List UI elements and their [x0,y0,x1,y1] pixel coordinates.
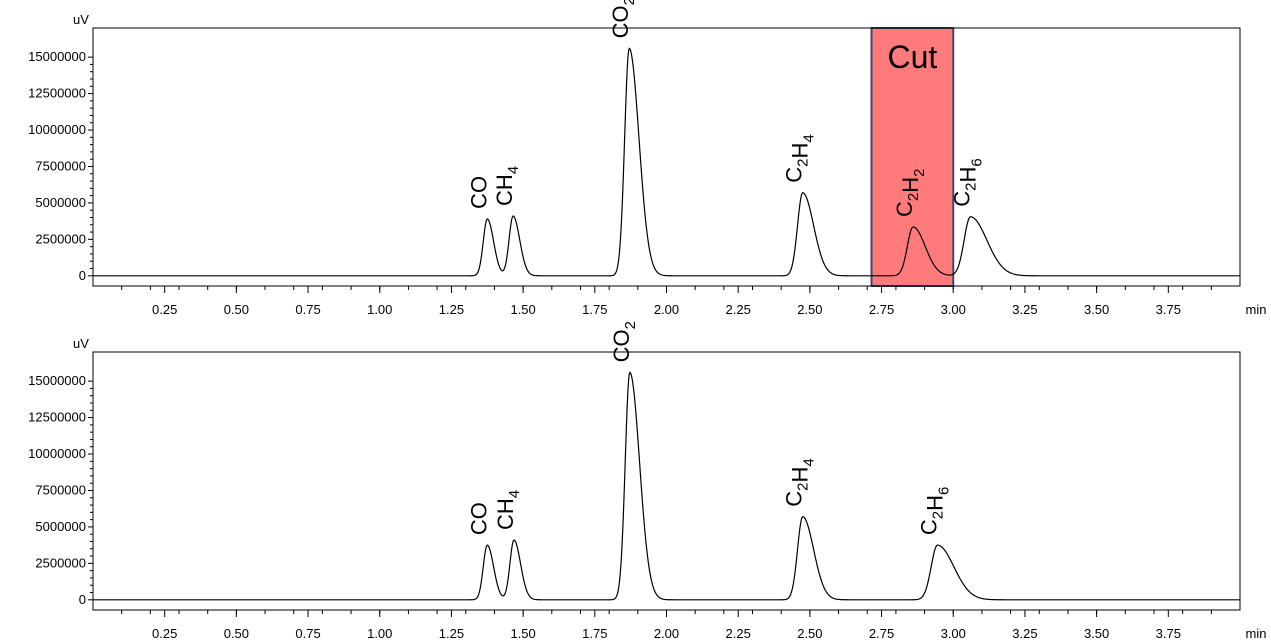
x-tick-label: 0.25 [152,626,177,638]
x-tick-label: 0.50 [224,302,249,317]
y-tick-label: 7500000 [35,482,86,497]
x-tick-label: 1.00 [367,626,392,638]
y-tick-label: 5000000 [35,519,86,534]
peak-label-text: H [922,495,947,511]
peak-label-C2H2: C2H2 [892,168,928,216]
x-tick-label: 3.25 [1012,302,1037,317]
peak-label-subscript: 2 [929,511,946,519]
peak-label-CO2: CO2 [608,0,638,38]
y-tick-label: 15000000 [28,373,86,388]
x-tick-label: 2.00 [654,626,679,638]
x-tick-label: 1.75 [582,302,607,317]
y-tick-label: 2500000 [35,555,86,570]
peak-label-text: CO [608,5,633,38]
peak-label-CO2: CO2 [609,321,639,362]
peak-label-text: C [782,167,807,183]
peak-label-text: H [788,143,813,159]
x-tick-label: 1.75 [582,626,607,638]
chromatogram-bottom: 0 2500000 5000000 7500000 10000000 12500000 15… [28,321,1267,641]
chromatogram-top: Cut 0 2500000 5000000 7500000 10000000 1250000… [28,0,1266,317]
plot-frame [92,351,1241,611]
cut-label: Cut [887,39,937,75]
x-tick-label: 2.50 [797,626,822,638]
chromatogram-trace [93,371,1240,601]
x-tick-label: 3.25 [1012,626,1037,638]
x-tick-label: 2.75 [869,626,894,638]
x-tick-label: 3.00 [941,626,966,638]
y-tick-label: 10000000 [28,446,86,461]
peak-label-text: C [892,201,917,217]
y-tick-label: 12500000 [28,86,86,101]
peak-label-text: CO [609,329,634,362]
peak-label-subscript: 4 [801,134,818,142]
peak-label-subscript: 4 [506,490,523,498]
x-tick-label: 1.50 [510,302,535,317]
peak-label-subscript: 6 [968,158,985,166]
peak-label-text: CO [466,176,491,209]
x-tick-label: 1.25 [439,302,464,317]
peak-label-subscript: 4 [801,458,818,466]
chromatogram-trace [93,47,1240,277]
y-tick-label: 12500000 [28,410,86,425]
plot-frame [92,27,1241,287]
x-tick-label: 1.00 [367,302,392,317]
x-tick-label: 2.25 [726,626,751,638]
peak-label-C2H6: C2H6 [916,487,952,535]
x-tick-label: 2.50 [797,302,822,317]
y-tick-label: 10000000 [28,122,86,137]
peak-label-CH4: CH4 [492,166,522,206]
y-unit-label: uV [73,336,89,351]
peak-label-subscript: 2 [905,193,922,201]
peak-label-subscript: 4 [505,166,522,174]
peak-label-text: CO [466,502,491,535]
y-tick-label: 0 [79,268,86,283]
y-tick-label: 7500000 [35,158,86,173]
peak-label-text: H [898,177,923,193]
peak-label-C2H6: C2H6 [949,158,985,206]
peak-label-subscript: 2 [795,482,812,490]
x-tick-label: 1.50 [510,626,535,638]
peak-label-subscript: 2 [622,321,639,329]
peak-label-subscript: 2 [621,0,638,5]
peak-label-subscript: 2 [911,168,928,176]
x-tick-label: 0.50 [224,626,249,638]
peak-label-C2H4: C2H4 [782,134,818,182]
peak-label-text: H [955,167,980,183]
x-tick-label: 1.25 [439,626,464,638]
peak-label-subscript: 2 [795,158,812,166]
peak-label-C2H4: C2H4 [782,458,818,506]
x-tick-label: 3.50 [1084,302,1109,317]
cut-region [870,27,955,287]
x-tick-label: 3.00 [941,302,966,317]
peak-label-subscript: 2 [962,183,979,191]
peak-label-subscript: 6 [935,487,952,495]
y-unit-label: uV [73,12,89,27]
peak-label-text: C [916,519,941,535]
peak-label-text: CH [492,174,517,206]
peak-label-CO: CO [466,502,491,535]
x-tick-label: 2.25 [726,302,751,317]
x-tick-label: 3.75 [1156,626,1181,638]
x-tick-label: 0.25 [152,302,177,317]
x-tick-label: 3.75 [1156,302,1181,317]
x-tick-label: 2.75 [869,302,894,317]
x-unit-label: min [1246,626,1267,638]
y-tick-label: 2500000 [35,231,86,246]
y-tick-label: 0 [79,592,86,607]
x-unit-label: min [1246,302,1267,317]
x-tick-label: 0.75 [295,302,320,317]
y-tick-label: 15000000 [28,49,86,64]
peak-label-CH4: CH4 [493,490,523,530]
peak-label-text: C [949,191,974,207]
peak-label-CO: CO [466,176,491,209]
peak-label-text: H [788,467,813,483]
x-tick-label: 0.75 [295,626,320,638]
peak-label-text: C [782,491,807,507]
peak-label-text: CH [493,498,518,530]
x-tick-label: 2.00 [654,302,679,317]
y-tick-label: 5000000 [35,195,86,210]
x-tick-label: 3.50 [1084,626,1109,638]
